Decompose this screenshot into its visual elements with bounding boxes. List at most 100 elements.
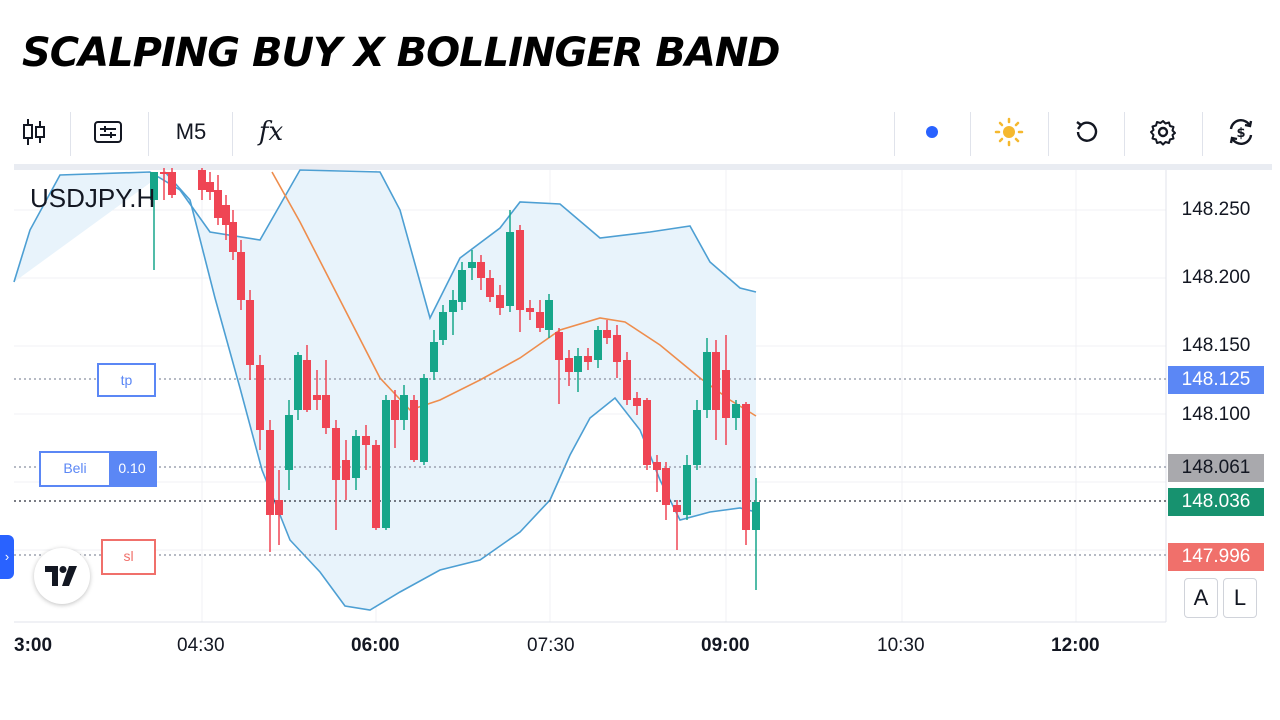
- timeframe-button[interactable]: M5: [175, 119, 207, 144]
- buy-order-side: Beli: [63, 460, 87, 476]
- candle-body: [420, 378, 428, 462]
- candle-body: [400, 395, 408, 420]
- candle-body: [266, 430, 274, 515]
- candle-body: [496, 295, 504, 308]
- candle-body: [526, 308, 534, 312]
- candle-body: [653, 462, 661, 470]
- candle-body: [206, 182, 214, 192]
- candle-body: [362, 436, 370, 445]
- time-tick: 3:00: [14, 635, 53, 656]
- log-scale-button[interactable]: L: [1223, 578, 1257, 618]
- candle-body: [168, 172, 176, 195]
- candle-body: [430, 342, 438, 372]
- candle-body: [613, 335, 621, 362]
- candle-body: [256, 365, 264, 430]
- candle-body: [229, 222, 237, 252]
- candle-body: [584, 356, 592, 362]
- current-price-tag: 148.036: [1168, 488, 1264, 516]
- candle-body: [458, 270, 466, 302]
- candle-body: [683, 465, 691, 515]
- candle-body: [382, 400, 390, 528]
- candle-body: [198, 170, 206, 190]
- candle-body: [623, 360, 631, 400]
- candle-body: [222, 205, 230, 225]
- candle-body: [673, 505, 681, 512]
- candle-body: [468, 262, 476, 268]
- currency-swap-icon[interactable]: $: [1220, 108, 1262, 156]
- candle-body: [712, 352, 720, 410]
- pending-price-tag: 148.061: [1168, 454, 1264, 482]
- tp-order-label[interactable]: tp: [97, 363, 156, 397]
- candle-body: [643, 400, 651, 465]
- undo-icon[interactable]: [1066, 108, 1108, 156]
- svg-text:$: $: [1236, 126, 1245, 141]
- auto-scale-button[interactable]: A: [1184, 578, 1218, 618]
- candle-body: [303, 360, 311, 410]
- candle-body: [536, 312, 544, 328]
- candle-body: [449, 300, 457, 312]
- candle-body: [516, 230, 524, 310]
- candle-body: [410, 400, 418, 460]
- candle-body: [285, 415, 293, 470]
- bollinger-basis-line: [271, 171, 757, 417]
- candle-body: [742, 404, 750, 530]
- sun-icon[interactable]: [988, 108, 1030, 156]
- candles-icon[interactable]: [14, 108, 54, 156]
- candle-body: [275, 500, 283, 515]
- candle-body: [150, 172, 158, 200]
- time-tick: 09:00: [701, 635, 750, 656]
- time-tick: 07:30: [527, 635, 575, 656]
- candle-body: [322, 395, 330, 428]
- indicators-button[interactable]: fx: [258, 117, 284, 147]
- candle-body: [603, 330, 611, 338]
- expand-panel-tab[interactable]: ›: [0, 535, 14, 579]
- candle-body: [439, 312, 447, 340]
- candle-body: [332, 428, 340, 480]
- sl-order-label[interactable]: sl: [101, 539, 156, 575]
- candle-body: [633, 398, 641, 406]
- status-dot-icon[interactable]: [912, 108, 952, 156]
- bollinger-band-fill: [14, 170, 756, 610]
- time-tick: 04:30: [177, 635, 225, 656]
- candle-body: [391, 400, 399, 420]
- candle-body: [545, 300, 553, 330]
- chart-type-icon[interactable]: [88, 108, 128, 156]
- candle-body: [352, 436, 360, 478]
- chart-toolbar: M5 fx $: [0, 108, 1280, 156]
- candle-body: [237, 252, 245, 300]
- candle-body: [342, 460, 350, 480]
- candle-body: [693, 410, 701, 465]
- tp-price-tag: 148.125: [1168, 366, 1264, 394]
- time-tick: 10:30: [877, 635, 925, 656]
- price-tick: 148.250: [1181, 199, 1251, 220]
- candle-body: [752, 502, 760, 530]
- time-tick: 06:00: [351, 635, 400, 656]
- price-tick: 148.200: [1181, 267, 1251, 288]
- candle-body: [703, 352, 711, 410]
- candle-body: [574, 356, 582, 372]
- candle-body: [160, 172, 168, 174]
- candle-body: [313, 395, 321, 400]
- page-title: SCALPING BUY X BOLLINGER BAND: [22, 30, 781, 76]
- sl-price-tag: 147.996: [1168, 543, 1264, 571]
- symbol-label: USDJPY.H: [30, 183, 156, 213]
- buy-order-volume: 0.10: [109, 453, 155, 485]
- bollinger-upper-band: [13, 169, 757, 321]
- candle-body: [214, 190, 222, 218]
- settings-icon[interactable]: [1142, 108, 1184, 156]
- candle-body: [506, 232, 514, 306]
- buy-order-label[interactable]: Beli 0.10: [39, 451, 157, 487]
- tradingview-logo[interactable]: [34, 548, 90, 604]
- price-tick: 148.150: [1181, 335, 1251, 356]
- candle-body: [294, 355, 302, 410]
- candle-body: [477, 262, 485, 278]
- candle-body: [662, 468, 670, 505]
- candle-body: [555, 332, 563, 360]
- candle-body: [486, 278, 494, 297]
- time-tick: 12:00: [1051, 635, 1100, 656]
- price-tick: 148.100: [1181, 404, 1251, 425]
- candle-body: [372, 445, 380, 528]
- candle-body: [732, 404, 740, 418]
- candle-body: [565, 358, 573, 372]
